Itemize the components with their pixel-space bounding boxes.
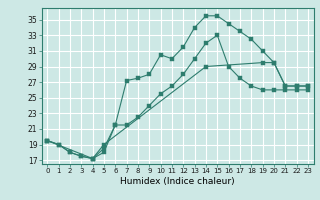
- X-axis label: Humidex (Indice chaleur): Humidex (Indice chaleur): [120, 177, 235, 186]
